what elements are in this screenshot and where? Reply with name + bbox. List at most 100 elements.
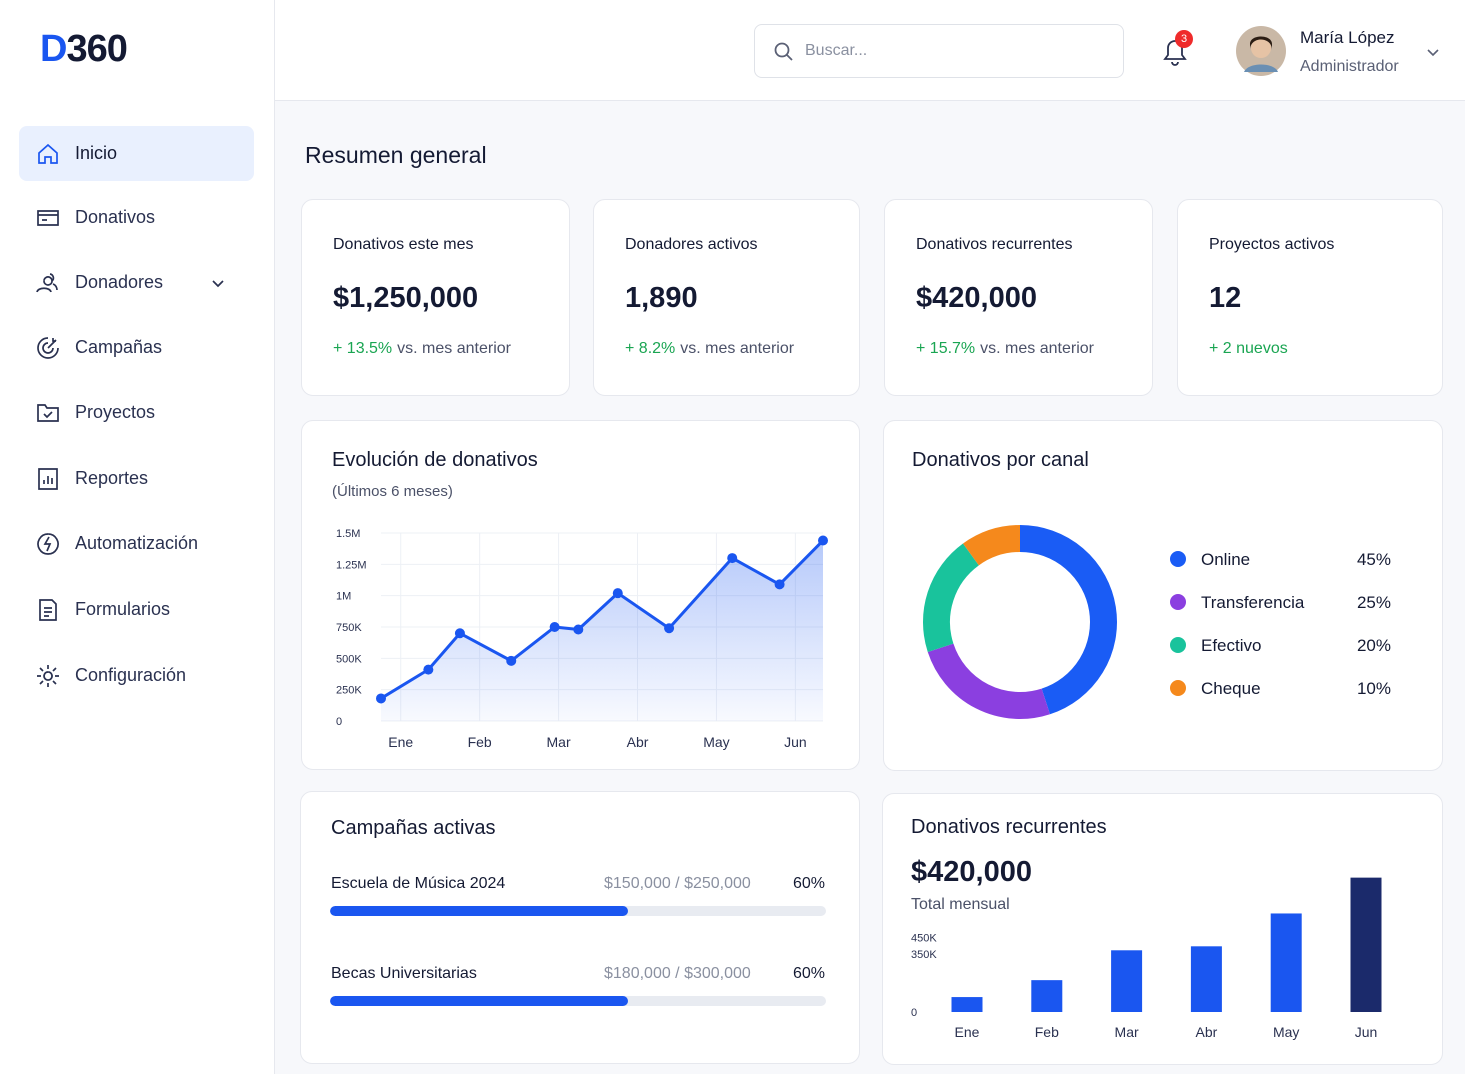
nav-item[interactable]: Donadores [19,255,254,310]
kpi-label: Proyectos activos [1209,236,1335,253]
y-tick-label: 1M [336,591,351,603]
nav-icon [37,336,59,359]
x-tick-label: Jun [1355,1024,1378,1040]
logo[interactable]: D360 [40,28,128,71]
kpi-card: Donativos recurrentes $420,000 + 15.7% vs. … [884,199,1153,396]
legend-value: 25% [1357,593,1391,612]
nav-item[interactable]: Reportes [19,451,254,506]
y-tick-label: 0 [911,1007,917,1019]
kpi-change: + 2 nuevos [1209,340,1288,358]
kpi-change: + 8.2% vs. mes anterior [625,340,794,358]
legend-value: 20% [1357,636,1391,655]
point [376,693,386,704]
header: Buscar... 3 María López Administrador [275,0,1465,101]
y-tick-label: 750K [336,622,362,634]
search-placeholder: Buscar... [805,42,868,59]
donut-segment [927,643,1050,719]
logo-text: 360 [66,28,127,70]
bar [1270,913,1302,1012]
avatar[interactable] [1236,26,1286,76]
progress-fill [330,906,628,916]
x-tick-label: Feb [1035,1024,1059,1040]
nav-label: Campañas [75,337,163,357]
kpi-change-value: + 2 nuevos [1209,340,1288,357]
expand-chevron[interactable] [210,275,226,291]
x-tick-label: Ene [388,734,413,750]
bar-chart: 0 350K 450K Ene Feb Mar Abr May Jun [911,877,1382,1040]
chart-title: Donativos por canal [912,449,1089,471]
search-icon [774,42,793,61]
point [612,588,623,599]
campaigns-title: Campañas activas [331,817,496,839]
bar [1031,980,1063,1012]
nav-label: Configuración [75,665,187,685]
donut-segment [962,525,1021,566]
nav-item[interactable]: Automatización [19,516,254,571]
kpi-value: 12 [1209,282,1242,314]
donut-chart: Online 45% Transferencia 25% Efectivo 20% Cheq… [923,525,1391,719]
sidebar: D360 Inicio Donativos Donadores Campañas Pro… [0,0,275,1074]
progress-track [330,996,826,1006]
line-card: Evolución de donativos (Últimos 6 meses)… [301,420,860,770]
user-name: María López [1300,28,1395,47]
x-tick-label: May [1273,1024,1299,1040]
campaign-name: Escuela de Música 2024 [331,875,506,892]
nav-item[interactable]: Formularios [19,582,254,637]
legend-label: Cheque [1201,679,1261,698]
line-chart: 0 250K 500K 750K 1M 1.25M 1.5M Ene Feb Mar Abr May J… [336,528,828,750]
x-tick-label: Jun [784,734,807,750]
nav-icon [37,403,59,422]
nav-icon [37,664,59,687]
x-tick-label: May [703,734,729,750]
campaign-percent: 60% [793,965,826,982]
point [506,655,517,666]
kpi-label: Donativos este mes [333,236,474,253]
y-tick-label: 350K [911,949,937,961]
user-menu-chevron[interactable] [1425,44,1441,60]
bar [951,997,983,1012]
legend-value: 10% [1357,679,1391,698]
x-tick-label: Feb [468,734,492,750]
nav-item[interactable]: Proyectos [19,385,254,440]
notification-badge: 3 [1175,30,1193,48]
chart-subtitle: (Últimos 6 meses) [332,483,453,500]
search-box[interactable]: Buscar... [754,24,1124,78]
nav-icon [38,143,58,164]
campaign-amount: $150,000 / $250,000 [604,875,751,892]
legend-swatch [1170,551,1186,567]
y-tick-label: 1.25M [336,559,367,571]
nav-icon [38,467,58,490]
nav-icon [39,598,57,621]
y-tick-label: 500K [336,653,362,665]
y-tick-label: 0 [336,716,342,728]
nav-item[interactable]: Inicio [19,126,254,181]
x-tick-label: Mar [1115,1024,1139,1040]
nav-icon [36,272,58,292]
nav-icon [37,209,59,226]
point [573,624,584,635]
point [774,579,785,590]
x-tick-label: Ene [955,1024,980,1040]
nav-label: Automatización [75,533,199,553]
nav-item[interactable]: Donativos [19,190,254,245]
donut-segment [1019,525,1117,715]
x-tick-label: Abr [1196,1024,1218,1040]
nav-item[interactable]: Campañas [19,320,254,375]
point [818,535,828,546]
point [549,622,560,632]
nav-item[interactable]: Configuración [19,648,254,703]
campaign-name: Becas Universitarias [331,965,477,982]
point [727,553,738,564]
progress-track [330,906,826,916]
kpi-value: $1,250,000 [333,282,479,314]
bar [1111,950,1143,1012]
kpi-label: Donativos recurrentes [916,236,1073,253]
campaign-percent: 60% [793,875,826,892]
point [423,664,434,675]
kpi-note: vs. mes anterior [980,340,1094,357]
point [664,623,675,634]
nav-icon [37,532,59,555]
donut-segment [923,543,980,652]
